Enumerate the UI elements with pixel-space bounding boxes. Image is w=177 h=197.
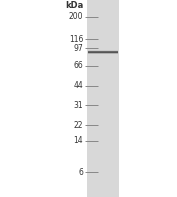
Text: 116: 116 — [69, 35, 83, 44]
Text: 31: 31 — [74, 101, 83, 110]
Bar — [88, 50, 118, 51]
Bar — [88, 53, 118, 54]
Bar — [88, 52, 118, 53]
Text: 6: 6 — [78, 168, 83, 177]
Bar — [87, 0, 119, 197]
Text: 97: 97 — [73, 44, 83, 53]
Text: 22: 22 — [74, 121, 83, 130]
Text: 44: 44 — [73, 81, 83, 90]
Bar — [88, 52, 118, 53]
Text: kDa: kDa — [65, 1, 83, 10]
Text: 14: 14 — [74, 136, 83, 145]
Bar — [88, 51, 118, 52]
Text: 66: 66 — [73, 61, 83, 71]
Text: 200: 200 — [69, 12, 83, 21]
